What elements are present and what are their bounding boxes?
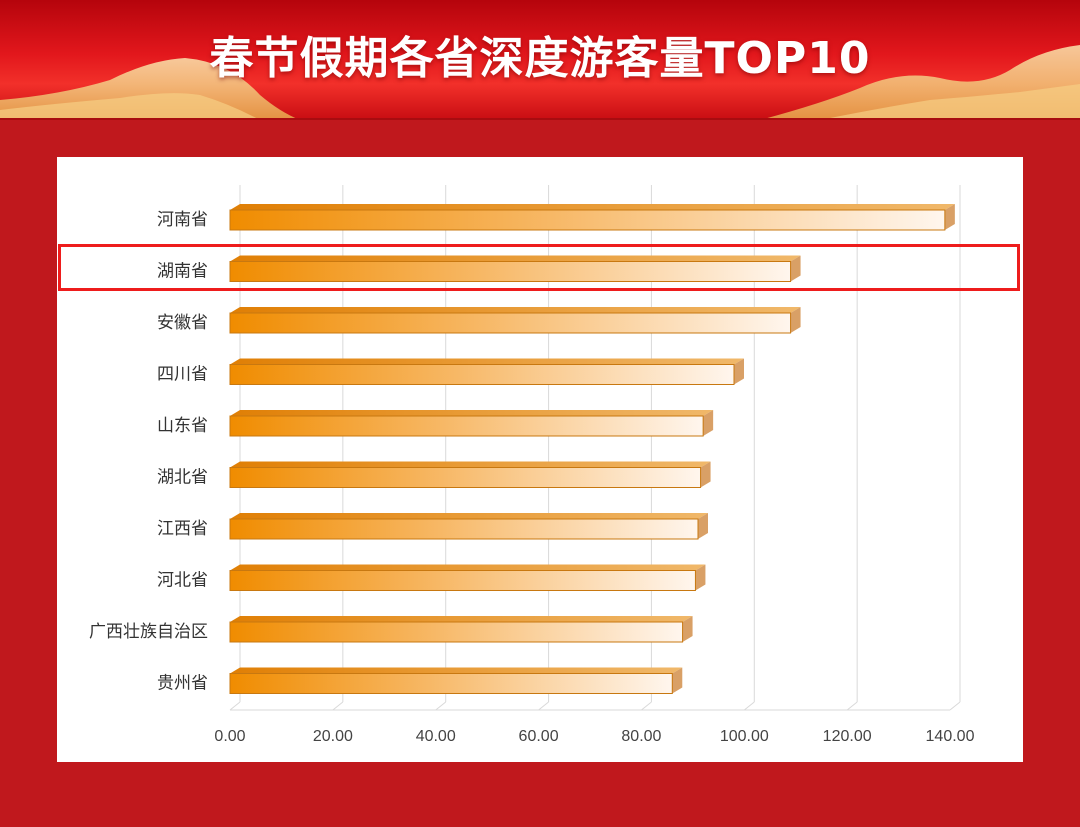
- bar-front-face: [229, 467, 702, 488]
- gridline-floor: [435, 701, 447, 711]
- bar-front-face: [229, 261, 792, 282]
- chart-panel: 河南省湖南省安徽省四川省山东省湖北省江西省河北省广西壮族自治区贵州省 0.00 2…: [57, 157, 1023, 762]
- bar-front-face: [229, 621, 684, 643]
- x-tick-label: 40.00: [416, 728, 456, 745]
- bar-top-face: [230, 513, 708, 519]
- bar: [229, 513, 708, 540]
- category-label: 河北省: [157, 571, 208, 591]
- x-tick-label: 0.00: [214, 728, 245, 745]
- category-label: 安徽省: [157, 313, 208, 333]
- x-tick-label: 120.00: [823, 728, 872, 745]
- bar: [229, 461, 711, 488]
- bar: [229, 564, 706, 591]
- bar: [229, 616, 693, 643]
- category-label: 四川省: [157, 365, 208, 385]
- bar-side-face: [695, 564, 706, 591]
- bar-top-face: [230, 358, 744, 365]
- bar-top-face: [230, 307, 801, 313]
- bar-front-face: [229, 312, 792, 334]
- bar-side-face: [790, 307, 801, 333]
- bar: [229, 667, 683, 694]
- bar-side-face: [672, 667, 683, 694]
- bar-side-face: [944, 204, 955, 230]
- x-tick-label: 80.00: [621, 728, 661, 745]
- bar-front-face: [229, 364, 735, 385]
- bar-top-face: [230, 204, 955, 210]
- x-tick-label: 100.00: [720, 728, 769, 745]
- bar-top-face: [230, 564, 706, 571]
- category-label: 湖北省: [157, 468, 208, 488]
- highlight-box-hunan: [58, 244, 1020, 291]
- gridline-floor: [538, 701, 549, 711]
- category-label: 河南省: [157, 210, 208, 230]
- gridline-floor: [949, 701, 961, 711]
- category-label: 江西省: [157, 519, 208, 539]
- bar-side-face: [790, 255, 801, 282]
- bar-front-face: [229, 518, 699, 540]
- bar: [229, 255, 801, 282]
- bar: [229, 358, 744, 385]
- bar-front-face: [229, 415, 704, 437]
- gridline-floor: [846, 701, 858, 711]
- bar-side-face: [698, 513, 708, 539]
- mountain-decoration: [0, 45, 1080, 120]
- gridline-floor: [229, 701, 241, 711]
- bar-side-face: [682, 616, 693, 642]
- bar-top-face: [230, 410, 714, 416]
- bar: [229, 307, 801, 334]
- gridline-floor: [743, 701, 755, 711]
- bar-top-face: [230, 667, 683, 674]
- bar-front-face: [229, 570, 696, 591]
- bar-top-face: [230, 461, 711, 468]
- category-label: 贵州省: [157, 674, 208, 694]
- bar-side-face: [700, 461, 711, 488]
- x-tick-label: 60.00: [519, 728, 559, 745]
- bar-front-face: [229, 673, 673, 694]
- x-tick-label: 140.00: [926, 728, 975, 745]
- gridline-floor: [641, 701, 652, 711]
- bar-side-face: [703, 410, 714, 436]
- gridline-floor: [332, 701, 344, 711]
- bar: [229, 410, 714, 437]
- bar-top-face: [230, 616, 693, 622]
- bar: [229, 204, 955, 231]
- x-tick-label: 20.00: [313, 728, 353, 745]
- category-label: 山东省: [157, 416, 208, 436]
- category-label: 湖南省: [157, 262, 208, 282]
- category-label: 广西壮族自治区: [89, 622, 208, 642]
- bar-top-face: [230, 255, 801, 262]
- bar-side-face: [734, 358, 744, 385]
- bar-front-face: [229, 209, 946, 231]
- header-banner: 春节假期各省深度游客量TOP10: [0, 0, 1080, 120]
- page-title: 春节假期各省深度游客量TOP10: [209, 33, 871, 84]
